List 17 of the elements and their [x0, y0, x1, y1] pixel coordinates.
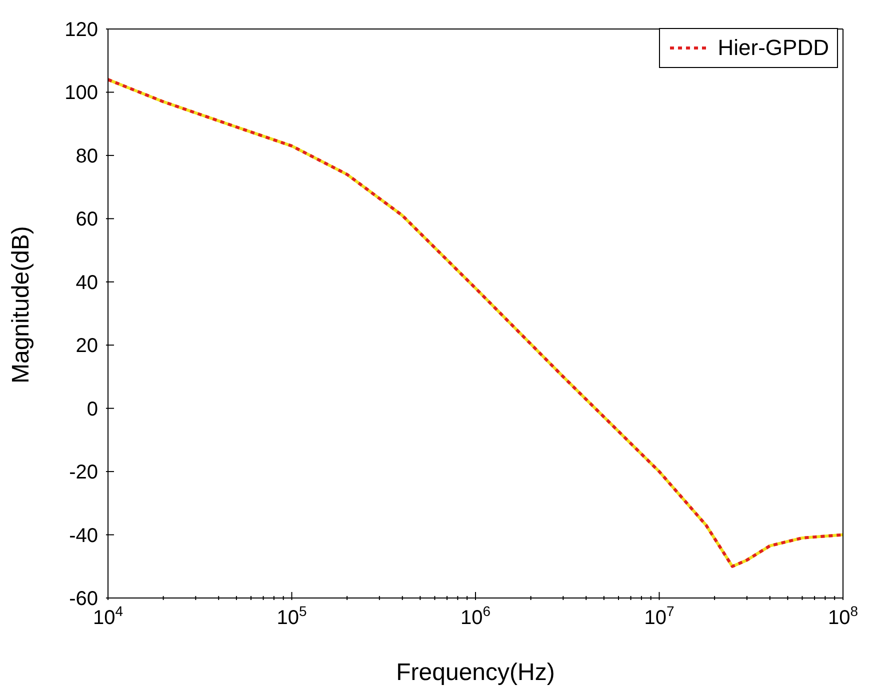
y-axis-title: Magnitude(dB) — [8, 226, 35, 384]
y-tick-label: 20 — [76, 335, 98, 358]
y-tick-label: 80 — [76, 145, 98, 168]
y-tick-label: -40 — [69, 524, 98, 547]
x-axis-title: Frequency(Hz) — [396, 659, 555, 686]
y-tick-label: -20 — [69, 462, 98, 484]
y-tick-label: -60 — [69, 588, 98, 610]
legend-label: Hier-GPDD — [718, 34, 829, 62]
y-tick-label: 0 — [86, 398, 98, 420]
y-tick-label: 120 — [64, 19, 98, 41]
y-tick-label: 60 — [76, 208, 98, 231]
x-tick-label: 10$^{8}$ — [828, 603, 858, 629]
x-tick-label: 10$^{7}$ — [644, 603, 674, 629]
x-tick-label: 10$^{6}$ — [460, 603, 491, 629]
y-tick-label: 100 — [64, 82, 98, 104]
x-tick-label: 10$^{5}$ — [276, 603, 307, 629]
y-tick-label: 40 — [76, 272, 98, 294]
